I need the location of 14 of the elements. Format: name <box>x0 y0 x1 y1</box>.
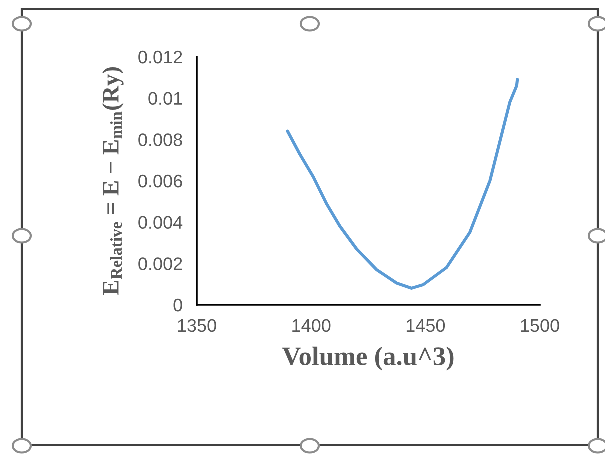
y-tick-label: 0.008 <box>138 134 182 146</box>
y-tick-label: 0 <box>174 298 182 312</box>
y-tick-label: 0.006 <box>138 174 182 188</box>
line-series <box>286 78 520 290</box>
y-tick-label: 0.002 <box>138 258 182 270</box>
x-tick-label: 1400 <box>292 319 331 332</box>
x-tick-label: 1350 <box>178 319 216 332</box>
y-tick-label: 0.01 <box>148 92 182 106</box>
x-tick-label: 1450 <box>406 319 446 332</box>
y-tick-label: 0.012 <box>138 50 182 64</box>
x-tick-label: 1500 <box>521 319 560 332</box>
y-tick-label: 0.004 <box>138 216 183 230</box>
y-axis-title: E$_{Relative}$ = E − E$_{min}$(Ry) <box>102 67 124 296</box>
x-axis-title: Volume (a.u^3) <box>282 346 454 371</box>
